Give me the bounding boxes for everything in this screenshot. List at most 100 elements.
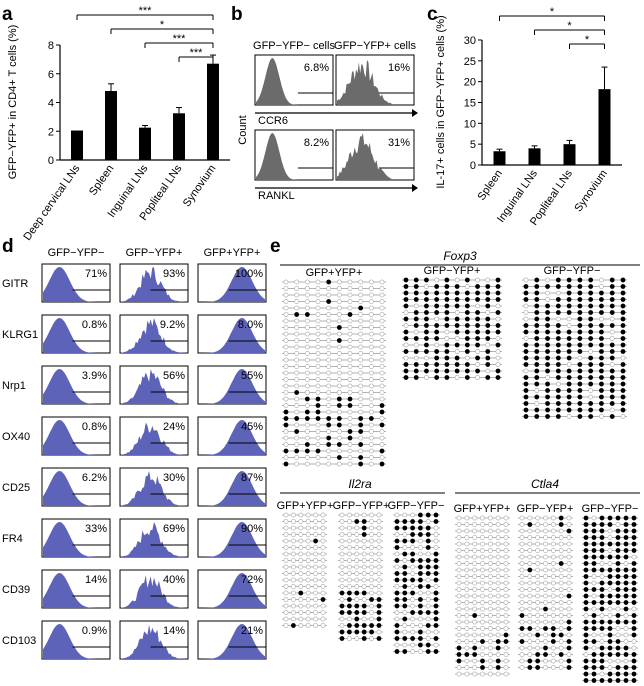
- methylated-cpg: [623, 619, 629, 625]
- methylated-cpg: [410, 558, 415, 563]
- unmethylated-cpg: [283, 610, 289, 615]
- unmethylated-cpg: [599, 316, 604, 322]
- methylated-cpg: [583, 554, 589, 560]
- methylated-cpg: [361, 636, 367, 641]
- methylated-cpg: [433, 616, 439, 622]
- unmethylated-cpg: [368, 403, 374, 408]
- unmethylated-cpg: [425, 590, 431, 596]
- unmethylated-cpg: [369, 564, 374, 570]
- unmethylated-cpg: [283, 545, 289, 550]
- methylated-cpg: [480, 658, 485, 664]
- unmethylated-cpg: [456, 613, 462, 618]
- unmethylated-cpg: [566, 652, 572, 657]
- unmethylated-cpg: [425, 616, 431, 622]
- unmethylated-cpg: [358, 448, 364, 454]
- unmethylated-cpg: [464, 619, 470, 625]
- unmethylated-cpg: [588, 394, 594, 400]
- methylated-cpg: [583, 671, 589, 677]
- methylated-cpg: [456, 658, 462, 664]
- unmethylated-cpg: [558, 665, 564, 670]
- percentage-label: 30%: [163, 472, 185, 484]
- unmethylated-cpg: [558, 645, 564, 651]
- unmethylated-cpg: [294, 344, 300, 350]
- methylated-cpg: [588, 355, 594, 361]
- marker-label: CD103: [2, 635, 36, 647]
- unmethylated-cpg: [294, 364, 300, 369]
- unmethylated-cpg: [519, 561, 525, 566]
- unmethylated-cpg: [347, 279, 353, 285]
- unmethylated-cpg: [294, 331, 300, 337]
- unmethylated-cpg: [346, 512, 352, 518]
- methylated-cpg: [346, 603, 352, 609]
- unmethylated-cpg: [475, 277, 480, 283]
- methylated-cpg: [599, 678, 605, 683]
- unmethylated-cpg: [475, 362, 480, 367]
- methylated-cpg: [304, 448, 310, 454]
- methylated-cpg: [394, 558, 400, 563]
- unmethylated-cpg: [550, 619, 556, 625]
- unmethylated-cpg: [480, 574, 485, 579]
- marker-arrowhead: [412, 184, 418, 192]
- histogram-fill: [199, 318, 265, 353]
- methylated-cpg: [304, 409, 310, 415]
- methylated-cpg: [464, 329, 470, 335]
- methylated-cpg: [534, 349, 540, 354]
- unmethylated-cpg: [464, 567, 470, 573]
- methylated-cpg: [475, 329, 480, 335]
- unmethylated-cpg: [283, 390, 289, 395]
- unmethylated-cpg: [623, 639, 629, 644]
- unmethylated-cpg: [607, 528, 613, 534]
- percentage-label: 71%: [85, 268, 107, 280]
- methylated-cpg: [527, 522, 533, 527]
- methylated-cpg: [591, 541, 597, 547]
- group-label: GFP−YFP−: [544, 265, 601, 277]
- methylated-cpg: [434, 329, 440, 335]
- methylated-cpg: [433, 571, 439, 576]
- methylated-cpg: [403, 362, 409, 367]
- unmethylated-cpg: [607, 587, 613, 592]
- unmethylated-cpg: [543, 619, 548, 625]
- unmethylated-cpg: [487, 561, 493, 566]
- methylated-cpg: [417, 577, 423, 583]
- unmethylated-cpg: [283, 383, 289, 389]
- methylated-cpg: [315, 396, 321, 402]
- unmethylated-cpg: [304, 357, 310, 363]
- methylated-cpg: [402, 577, 408, 583]
- unmethylated-cpg: [379, 325, 385, 330]
- unmethylated-cpg: [376, 577, 382, 583]
- unmethylated-cpg: [472, 515, 478, 521]
- methylated-cpg: [577, 329, 583, 335]
- unmethylated-cpg: [591, 632, 597, 638]
- unmethylated-cpg: [495, 619, 501, 625]
- unmethylated-cpg: [294, 318, 300, 324]
- unmethylated-cpg: [591, 580, 597, 586]
- methylated-cpg: [620, 310, 626, 315]
- unmethylated-cpg: [339, 558, 345, 563]
- unmethylated-cpg: [315, 351, 321, 356]
- group-label: GFP−YFP−: [388, 500, 445, 512]
- unmethylated-cpg: [305, 532, 311, 537]
- unmethylated-cpg: [527, 528, 533, 534]
- unmethylated-cpg: [550, 593, 556, 599]
- unmethylated-cpg: [379, 364, 385, 369]
- percentage-label: 90%: [241, 523, 263, 535]
- unmethylated-cpg: [456, 535, 462, 540]
- unmethylated-cpg: [354, 545, 360, 550]
- methylated-cpg: [472, 652, 478, 657]
- unmethylated-cpg: [354, 538, 360, 544]
- unmethylated-cpg: [315, 325, 321, 330]
- unmethylated-cpg: [294, 370, 300, 376]
- unmethylated-cpg: [346, 564, 352, 570]
- methylated-cpg: [615, 541, 621, 547]
- methylated-cpg: [599, 355, 604, 361]
- unmethylated-cpg: [487, 645, 493, 651]
- unmethylated-cpg: [503, 528, 509, 534]
- methylated-cpg: [607, 678, 613, 683]
- unmethylated-cpg: [379, 455, 385, 460]
- unmethylated-cpg: [368, 279, 374, 285]
- unmethylated-cpg: [495, 561, 501, 566]
- unmethylated-cpg: [519, 600, 525, 605]
- unmethylated-cpg: [368, 448, 374, 454]
- methylated-cpg: [623, 678, 629, 683]
- histogram-fill: [43, 522, 109, 557]
